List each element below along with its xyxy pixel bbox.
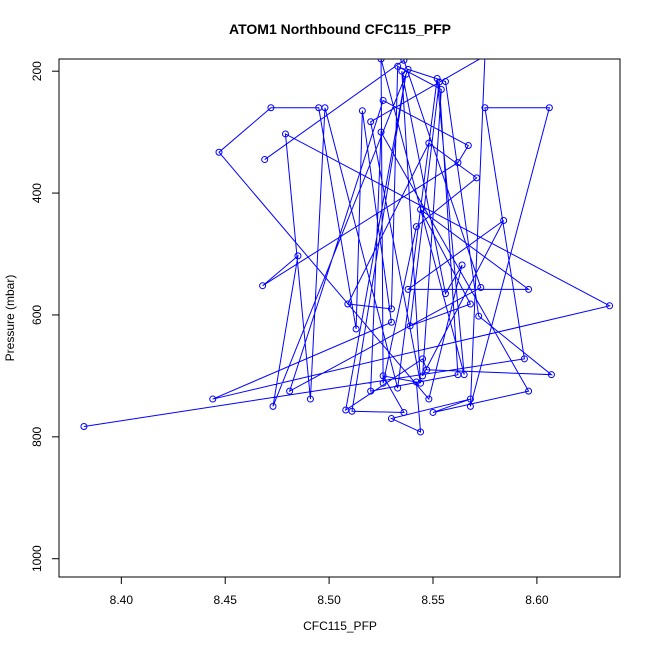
data-point xyxy=(80,422,88,430)
data-point xyxy=(358,107,366,115)
data-point xyxy=(477,284,485,292)
data-point xyxy=(437,85,445,93)
y-tick-label: 600 xyxy=(30,305,44,325)
x-tick-label: 8.50 xyxy=(317,593,341,607)
data-point xyxy=(394,384,402,392)
data-point xyxy=(481,104,489,112)
data-point xyxy=(412,223,420,231)
data-point xyxy=(520,355,528,363)
data-point xyxy=(267,104,275,112)
data-point xyxy=(466,300,474,308)
data-point xyxy=(419,372,427,380)
data-point xyxy=(344,300,352,308)
data-point xyxy=(394,62,402,70)
data-point xyxy=(377,128,385,136)
data-point xyxy=(500,216,508,224)
data-point xyxy=(400,59,408,64)
x-tick-label: 8.55 xyxy=(421,593,445,607)
data-point xyxy=(261,156,269,164)
data-point xyxy=(404,65,412,73)
data-point xyxy=(545,104,553,112)
data-point xyxy=(419,355,427,363)
data-point xyxy=(425,395,433,403)
data-point xyxy=(473,174,481,182)
data-point xyxy=(387,305,395,313)
series-line xyxy=(83,59,612,433)
data-point xyxy=(281,130,289,138)
data-point xyxy=(441,290,449,298)
data-point xyxy=(379,96,387,104)
data-point xyxy=(269,402,277,410)
data-point xyxy=(454,159,462,167)
data-point xyxy=(286,387,294,395)
data-point xyxy=(352,325,360,333)
data-point xyxy=(294,252,302,260)
data-point xyxy=(525,387,533,395)
data-point xyxy=(454,371,462,379)
plot-area xyxy=(80,59,614,436)
data-point xyxy=(441,78,449,86)
data-point xyxy=(429,408,437,416)
data-point xyxy=(464,142,472,150)
data-point xyxy=(466,402,474,410)
data-point xyxy=(466,395,474,403)
x-tick-label: 8.60 xyxy=(525,593,549,607)
data-point xyxy=(367,118,375,126)
data-point xyxy=(547,371,555,379)
data-point xyxy=(458,261,466,269)
y-tick-label: 1000 xyxy=(30,545,44,572)
x-axis-label: CFC115_PFP xyxy=(303,619,377,633)
x-tick-label: 8.40 xyxy=(110,593,134,607)
data-point xyxy=(321,104,329,112)
data-point xyxy=(412,378,420,386)
x-tick-label: 8.45 xyxy=(214,593,238,607)
data-point xyxy=(367,387,375,395)
data-point xyxy=(525,285,533,293)
data-point xyxy=(387,415,395,423)
data-point xyxy=(400,408,408,416)
data-point xyxy=(417,379,425,387)
y-axis-label: Pressure (mbar) xyxy=(3,275,17,362)
data-point xyxy=(209,395,217,403)
data-point xyxy=(377,59,385,63)
y-tick-label: 800 xyxy=(30,427,44,447)
data-point xyxy=(306,395,314,403)
data-point xyxy=(215,148,223,156)
chart-title: ATOM1 Northbound CFC115_PFP xyxy=(229,21,451,37)
data-point xyxy=(425,139,433,147)
data-point xyxy=(379,372,387,380)
plot-frame xyxy=(58,58,621,578)
data-point xyxy=(433,75,441,82)
data-point xyxy=(475,312,483,320)
data-point xyxy=(417,206,425,214)
y-tick-label: 400 xyxy=(30,183,44,203)
data-point xyxy=(423,366,431,374)
data-point xyxy=(259,282,267,290)
data-point xyxy=(404,285,412,293)
data-point xyxy=(406,322,414,330)
data-point xyxy=(606,302,614,310)
y-tick-label: 200 xyxy=(30,61,44,81)
data-point xyxy=(379,379,387,387)
data-point xyxy=(342,406,350,414)
data-point xyxy=(387,318,395,326)
data-point xyxy=(417,428,425,436)
